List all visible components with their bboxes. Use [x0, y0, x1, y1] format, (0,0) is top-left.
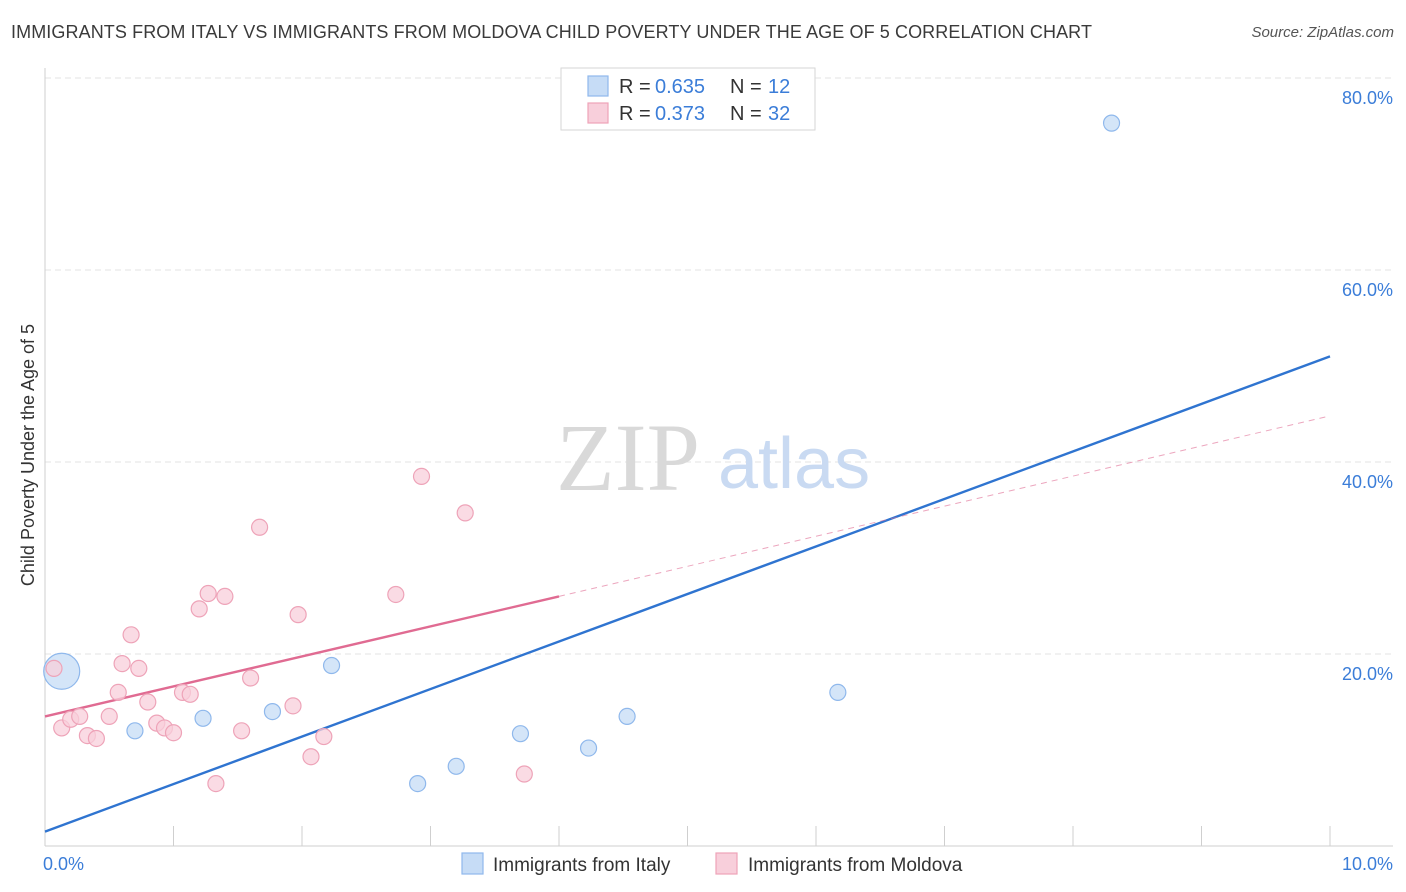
axes-layer: 80.0% 60.0% 40.0% 20.0% 0.0% 10.0% — [43, 68, 1393, 874]
watermark-atlas: atlas — [718, 424, 870, 504]
legend-r-label-italy: R = — [619, 76, 651, 98]
watermark-zip: ZIP — [556, 404, 700, 511]
point-moldova — [100, 707, 118, 726]
y-axis-label: Child Poverty Under the Age of 5 — [18, 324, 38, 586]
point-italy — [126, 722, 144, 740]
y-tick-label: 20.0% — [1342, 664, 1393, 684]
point-moldova — [113, 654, 131, 673]
chart-source: Source: ZipAtlas.com — [1251, 24, 1394, 41]
legend-n-label-italy: N = — [730, 76, 762, 98]
trend-layer — [44, 355, 1331, 833]
point-moldova — [139, 693, 157, 711]
legend-r-value-italy: 0.635 — [655, 76, 705, 98]
point-moldova — [122, 626, 140, 644]
point-moldova — [302, 748, 320, 766]
bottom-legend-swatch-italy — [461, 852, 484, 875]
legend-swatch-moldova — [587, 102, 609, 124]
legend-n-value-moldova: 32 — [768, 103, 790, 125]
point-italy — [263, 702, 282, 721]
point-italy — [618, 707, 636, 726]
point-moldova — [45, 659, 63, 678]
trendline-moldova — [44, 595, 560, 718]
legend: R = 0.635 N = 12 R = 0.373 N = 32 — [560, 67, 816, 131]
grid-layer — [45, 77, 1393, 655]
points-layer — [43, 114, 1121, 793]
legend-n-value-italy: 12 — [768, 76, 790, 98]
bottom-legend: Immigrants from Italy Immigrants from Mo… — [461, 852, 963, 876]
watermark: ZIP atlas — [556, 404, 870, 511]
legend-r-value-moldova: 0.373 — [655, 103, 705, 125]
point-italy — [447, 757, 465, 775]
y-tick-label: 40.0% — [1342, 472, 1393, 492]
point-moldova — [130, 659, 148, 678]
bottom-legend-label-italy: Immigrants from Italy — [493, 855, 671, 876]
point-moldova — [284, 697, 302, 715]
point-moldova — [190, 600, 208, 618]
point-italy — [194, 709, 212, 727]
legend-r-label-moldova: R = — [619, 103, 651, 125]
point-moldova — [199, 584, 217, 603]
point-moldova — [289, 606, 307, 624]
point-moldova — [87, 729, 106, 748]
point-moldova — [164, 724, 183, 742]
legend-swatch-italy — [587, 75, 609, 97]
point-moldova — [207, 774, 225, 793]
point-italy — [1102, 114, 1121, 132]
point-italy — [579, 739, 598, 757]
chart-title: IMMIGRANTS FROM ITALY VS IMMIGRANTS FROM… — [11, 22, 1093, 42]
point-moldova — [387, 585, 405, 604]
point-moldova — [456, 504, 474, 522]
point-moldova — [216, 587, 234, 606]
x-tick-label-min: 0.0% — [43, 854, 84, 874]
point-moldova — [315, 727, 333, 746]
legend-n-label-moldova: N = — [730, 103, 762, 125]
point-moldova — [412, 467, 431, 485]
bottom-legend-swatch-moldova — [715, 852, 738, 875]
point-moldova — [109, 683, 127, 702]
point-italy — [511, 725, 530, 743]
trendline-italy — [44, 355, 1331, 833]
y-tick-label: 60.0% — [1342, 280, 1393, 300]
point-moldova — [250, 518, 269, 536]
point-italy — [322, 656, 341, 675]
point-moldova — [233, 722, 251, 740]
point-moldova — [515, 765, 533, 783]
point-italy — [409, 774, 427, 793]
point-moldova — [242, 669, 260, 687]
point-italy — [829, 683, 847, 702]
y-tick-label: 80.0% — [1342, 88, 1393, 108]
bottom-legend-label-moldova: Immigrants from Moldova — [748, 855, 963, 876]
point-moldova — [71, 707, 89, 726]
point-moldova — [181, 685, 199, 703]
x-tick-label-max: 10.0% — [1342, 854, 1393, 874]
